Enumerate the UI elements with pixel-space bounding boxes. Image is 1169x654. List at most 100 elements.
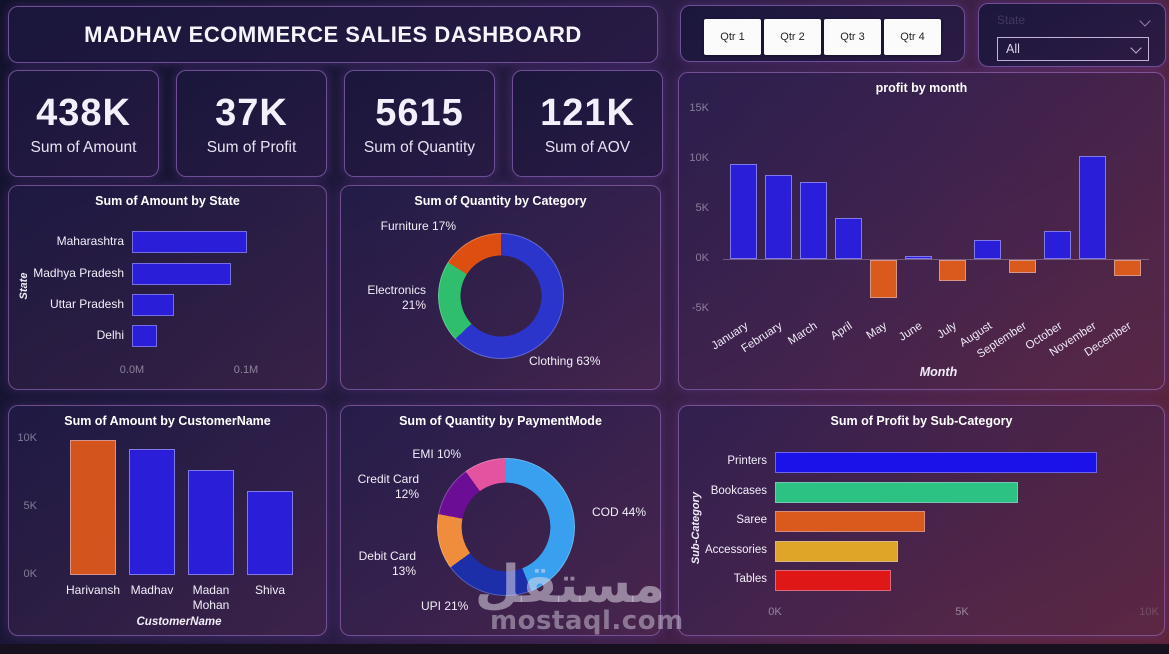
slicer-header-label: State [997,13,1026,27]
bar-madan-mohan[interactable] [188,470,234,575]
chart-card-profit-by-subcategory: Sum of Profit by Sub-Category Sub-Catego… [678,405,1165,636]
x-category-label: Madhav [130,583,174,597]
kpi-value: 438K [36,92,131,134]
slice-label-credit-card: Credit Card 12% [357,472,419,501]
slice-label-emi: EMI 10% [412,447,461,461]
kpi-card-sum-of-aov: 121K Sum of AOV [512,70,663,177]
slicer-selected-value: All [1006,42,1020,56]
kpi-value: 37K [215,92,288,134]
bar-accessories[interactable] [775,541,898,562]
qtr-1-button[interactable]: Qtr 1 [704,19,761,55]
bar-shiva[interactable] [247,491,293,575]
category-label: Delhi [96,328,124,342]
category-label: Accessories [705,543,767,556]
donut-chart-paymentmode [437,458,575,596]
bar-december[interactable] [1113,260,1141,276]
bar-may[interactable] [869,260,897,298]
x-category-label: Madan Mohan [192,583,230,612]
qtr-3-button[interactable]: Qtr 3 [824,19,881,55]
donut-chart-category [438,233,564,359]
category-label: Saree [736,513,767,526]
kpi-label: Sum of Quantity [363,139,476,156]
bar-maharashtra[interactable] [132,231,247,253]
bar-april[interactable] [834,218,862,259]
bar-printers[interactable] [775,452,1097,473]
slice-label-debit-card: Debit Card 13% [358,549,416,578]
bar-september[interactable] [1009,260,1037,273]
kpi-label: Sum of AOV [544,139,631,156]
chart-card-profit-by-month: profit by month January February March Apri… [678,72,1165,390]
x-axis-tick: 0.1M [233,364,259,376]
state-slicer-panel: State All [978,3,1166,67]
x-category-label: March [786,320,820,348]
x-axis-tick: 5K [955,606,969,618]
bar-bookcases[interactable] [775,482,1018,503]
dashboard-header-card: MADHAV ECOMMERCE SALIES DASHBOARD [8,6,658,63]
chart-card-amount-by-customer: Sum of Amount by CustomerName Harivansh M… [8,405,327,636]
plot-area: Printers Bookcases Saree Accessories Tables 0… [679,406,1164,635]
x-axis-title: Month [919,365,958,379]
chart-title: profit by month [875,81,968,95]
plot-area: Harivansh Madhav Madan Mohan Shiva 10K 5K 0K [9,406,326,635]
page-title: MADHAV ECOMMERCE SALIES DASHBOARD [84,22,582,47]
bar-delhi[interactable] [132,325,157,347]
y-axis-tick: 10K [689,152,709,164]
slice-label-electronics: Electronics 21% [367,283,426,312]
x-axis-tick: 0.0M [119,364,145,376]
plot-area: Maharashtra Madhya Pradesh Uttar Pradesh De… [9,186,326,389]
donut-ring[interactable] [438,233,564,359]
category-label: Printers [727,454,767,467]
qtr-4-button[interactable]: Qtr 4 [884,19,941,55]
donut-ring[interactable] [437,458,575,596]
kpi-label: Sum of Profit [206,139,297,156]
x-category-label: Shiva [254,583,286,597]
plot-area: January February March April May June July Augu… [679,73,1164,389]
bar-august[interactable] [974,240,1002,259]
y-axis-tick: 5K [695,202,709,214]
qtr-2-button[interactable]: Qtr 2 [764,19,821,55]
chart-title: Sum of Amount by State [95,194,240,208]
category-label: Uttar Pradesh [49,297,124,311]
chart-title: Sum of Quantity by PaymentMode [399,414,602,428]
category-label: Madhya Pradesh [33,266,124,280]
slicer-dropdown[interactable]: All [997,37,1149,61]
chart-title: Sum of Amount by CustomerName [64,414,271,428]
bar-madhya-pradesh[interactable] [132,263,231,285]
slice-label-furniture: Furniture 17% [380,219,456,233]
chevron-down-icon [1130,41,1142,54]
x-category-label: July [935,320,960,342]
bar-october[interactable] [1044,231,1072,259]
bar-uttar-pradesh[interactable] [132,294,174,316]
y-axis-tick: -5K [691,302,709,314]
bar-march[interactable] [799,182,827,259]
quarter-filter-panel: Qtr 1 Qtr 2 Qtr 3 Qtr 4 [680,5,965,62]
chart-title: Sum of Profit by Sub-Category [830,414,1013,428]
slice-label-clothing: Clothing 63% [529,354,601,368]
chart-title: Sum of Quantity by Category [414,194,587,208]
zero-axis-line [723,259,1149,260]
y-axis-tick: 0K [695,252,709,264]
x-category-label: May [864,320,890,342]
kpi-value: 121K [540,92,635,134]
chevron-down-icon[interactable] [1139,15,1151,27]
bar-saree[interactable] [775,511,925,532]
bar-harivansh[interactable] [70,440,116,575]
bar-tables[interactable] [775,570,891,591]
y-axis-tick: 0K [23,568,37,580]
bar-june[interactable] [904,256,932,259]
bar-madhav[interactable] [129,449,175,575]
bar-february[interactable] [764,175,792,259]
bar-january[interactable] [730,164,757,259]
x-axis-tick: 10K [1139,606,1159,618]
slice-label-cod: COD 44% [592,505,647,519]
chart-card-quantity-by-category: Sum of Quantity by Category Furniture 17… [340,185,661,390]
kpi-card-sum-of-profit: 37K Sum of Profit [176,70,327,177]
bar-november[interactable] [1079,156,1106,259]
x-category-label: April [828,320,855,343]
y-axis-tick: 5K [23,500,37,512]
kpi-card-sum-of-quantity: 5615 Sum of Quantity [344,70,495,177]
slice-label-upi: UPI 21% [421,599,469,613]
bottom-strip [0,644,1169,654]
bar-july[interactable] [939,260,967,281]
y-axis-tick: 10K [17,432,37,444]
